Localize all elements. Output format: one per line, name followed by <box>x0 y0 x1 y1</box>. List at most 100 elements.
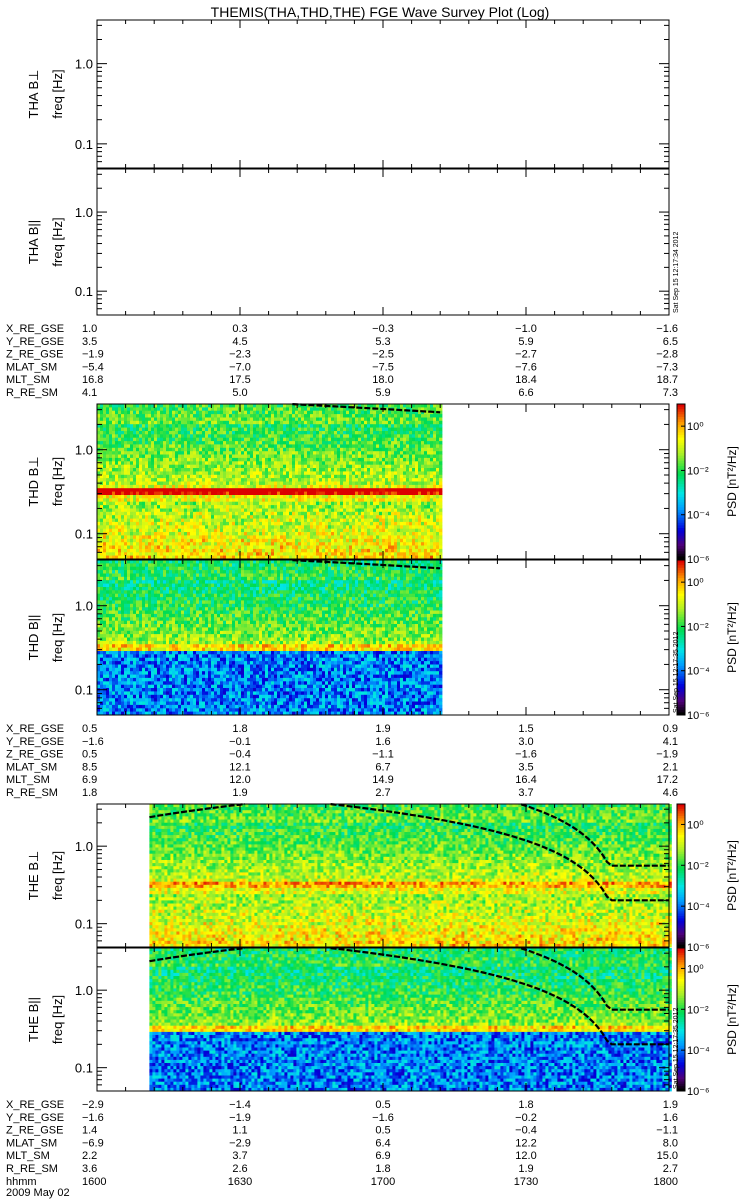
eph-value: −0.3 <box>372 323 394 335</box>
eph-value: 6.9 <box>82 774 97 786</box>
eph-value: 0.9 <box>663 723 678 735</box>
y-tick-label: 1.0 <box>75 443 93 458</box>
eph-value: 1.6 <box>375 736 390 748</box>
eph-row-name: Z_RE_GSE <box>6 749 63 761</box>
colorbar-tick-label: 10⁻⁶ <box>687 1086 710 1098</box>
freq-axis-label: freq [Hz] <box>50 851 65 900</box>
eph-value: 6.7 <box>375 761 390 773</box>
eph-value: 0.5 <box>375 1125 390 1137</box>
eph-value: 5.3 <box>375 336 390 348</box>
eph-value: 1.9 <box>375 723 390 735</box>
ephemeris-table-tha: X_RE_GSE 1.0 0.3 −0.3 −1.0 −1.6Y_RE_GSE 3.5 4.5… <box>6 323 678 399</box>
eph-value: −1.9 <box>229 1112 251 1124</box>
figure-title: THEMIS(THA,THD,THE) FGE Wave Survey Plot… <box>211 4 550 20</box>
eph-value: 1700 <box>371 1176 395 1188</box>
eph-value: −6.9 <box>82 1137 104 1149</box>
timestamp-tha: Sat Sep 15 12:17:34 2012 <box>673 232 680 313</box>
eph-value: −1.4 <box>229 1099 251 1111</box>
eph-value: −7.6 <box>515 361 537 373</box>
eph-row-name: MLAT_SM <box>6 361 57 373</box>
eph-value: 8.0 <box>663 1137 678 1149</box>
spectrogram-thd_perp <box>97 404 442 559</box>
eph-row-name: hhmm <box>6 1176 37 1188</box>
eph-value: −1.6 <box>82 1112 104 1124</box>
eph-value: 1.9 <box>232 787 247 799</box>
panel-label: THD B⊥ <box>26 456 41 506</box>
freq-axis-label: freq [Hz] <box>50 69 65 118</box>
eph-row-name: X_RE_GSE <box>6 723 64 735</box>
eph-value: −2.8 <box>656 349 678 361</box>
panel-label: THA B⊥ <box>26 70 41 119</box>
colorbar-tick-label: 10⁻⁶ <box>687 710 710 722</box>
eph-value: 0.3 <box>232 323 247 335</box>
y-tick-label: 0.1 <box>75 917 93 932</box>
y-tick-label: 1.0 <box>75 839 93 854</box>
eph-value: 1.4 <box>82 1125 97 1137</box>
eph-value: 2.7 <box>663 1163 678 1175</box>
freq-axis-label: freq [Hz] <box>50 457 65 506</box>
footer-date: 2009 May 02 <box>6 1187 70 1199</box>
colorbar-tick-label: 10⁰ <box>687 963 704 975</box>
colorbar-tick-label: 10⁻² <box>687 465 709 477</box>
eph-value: 1.5 <box>518 723 533 735</box>
eph-value: 7.3 <box>663 387 678 399</box>
eph-row-name: R_RE_SM <box>6 1163 58 1175</box>
timestamp-thd: Sat Sep 15 12:17:35 2012 <box>673 632 680 713</box>
eph-row-name: R_RE_SM <box>6 387 58 399</box>
eph-value: −0.4 <box>229 749 251 761</box>
colorbar-tick-label: 10⁻⁴ <box>687 666 710 678</box>
ephemeris-table-the: X_RE_GSE −2.9 −1.4 0.5 1.8 1.9Y_RE_GSE −1.6 −1.… <box>6 1099 678 1188</box>
eph-value: 18.0 <box>372 374 393 386</box>
eph-row-name: X_RE_GSE <box>6 323 64 335</box>
eph-value: 12.1 <box>229 761 250 773</box>
eph-value: 6.5 <box>663 336 678 348</box>
eph-value: −2.3 <box>229 349 251 361</box>
eph-row-name: Y_RE_GSE <box>6 736 64 748</box>
eph-value: 4.6 <box>663 787 678 799</box>
y-tick-label: 0.1 <box>75 284 93 299</box>
y-tick-label: 0.1 <box>75 683 93 698</box>
eph-value: 3.5 <box>518 761 533 773</box>
eph-value: 1.8 <box>518 1099 533 1111</box>
eph-row-name: Z_RE_GSE <box>6 1125 63 1137</box>
eph-row-name: Y_RE_GSE <box>6 1112 64 1124</box>
eph-value: 12.0 <box>229 774 250 786</box>
eph-value: 1600 <box>82 1176 106 1188</box>
eph-row-name: MLT_SM <box>6 374 50 386</box>
y-tick-label: 0.1 <box>75 1061 93 1076</box>
eph-row-name: MLT_SM <box>6 1150 50 1162</box>
eph-value: 4.1 <box>82 387 97 399</box>
eph-value: −2.7 <box>515 349 537 361</box>
eph-row-name: MLAT_SM <box>6 1137 57 1149</box>
eph-value: 17.2 <box>657 774 678 786</box>
eph-value: 2.6 <box>232 1163 247 1175</box>
ephemeris-table-thd: X_RE_GSE 0.5 1.8 1.9 1.5 0.9Y_RE_GSE −1.6 −0.1 1… <box>6 723 678 799</box>
eph-value: 1.8 <box>82 787 97 799</box>
eph-value: 1.8 <box>232 723 247 735</box>
eph-value: −1.6 <box>372 1112 394 1124</box>
spectrogram-the_par <box>149 948 671 1091</box>
eph-row-name: Y_RE_GSE <box>6 336 64 348</box>
eph-value: 1730 <box>514 1176 538 1188</box>
eph-value: 1.1 <box>232 1125 247 1137</box>
colorbar-tick-label: 10⁻² <box>687 860 709 872</box>
eph-value: 4.1 <box>663 736 678 748</box>
eph-row-name: MLAT_SM <box>6 761 57 773</box>
eph-value: −2.5 <box>372 349 394 361</box>
colorbar-label: PSD [nT²/Hz] <box>725 446 739 517</box>
colorbar-label: PSD [nT²/Hz] <box>725 840 739 911</box>
eph-value: −7.5 <box>372 361 394 373</box>
y-tick-label: 1.0 <box>75 205 93 220</box>
panel-background <box>97 20 669 168</box>
colorbar-label: PSD [nT²/Hz] <box>725 602 739 673</box>
eph-value: 3.5 <box>82 336 97 348</box>
